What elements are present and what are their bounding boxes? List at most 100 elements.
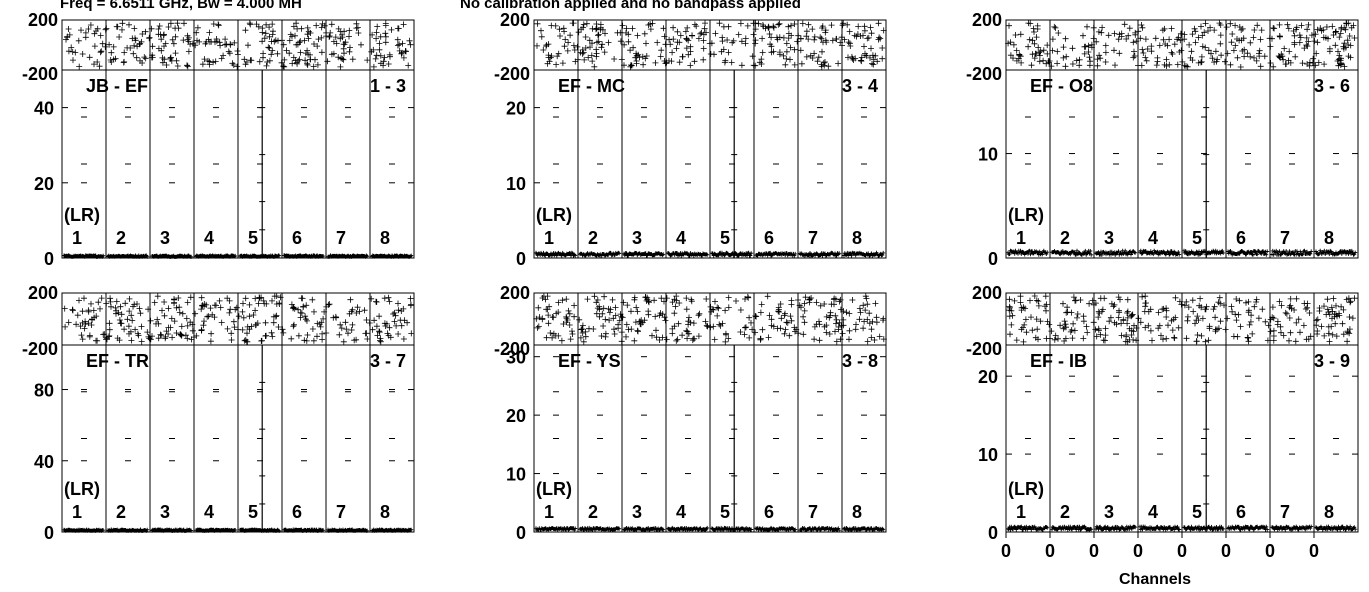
if-label: 3 bbox=[632, 228, 642, 248]
y-tick-label: 20 bbox=[506, 406, 526, 426]
if-label: 4 bbox=[1148, 502, 1158, 522]
phase-tick-label: 200 bbox=[972, 10, 1002, 30]
x-tick-label: 0 bbox=[1089, 541, 1099, 561]
if-label: 8 bbox=[380, 502, 390, 522]
amplitude-points bbox=[534, 250, 886, 258]
if-label: 4 bbox=[1148, 228, 1158, 248]
y-tick-label: 20 bbox=[506, 99, 526, 119]
phase-tick-label: -200 bbox=[966, 339, 1002, 359]
y-tick-label: 0 bbox=[516, 523, 526, 543]
amplitude-points bbox=[62, 527, 414, 533]
if-label: 8 bbox=[852, 502, 862, 522]
phase-points bbox=[61, 293, 415, 345]
polarization-label: (LR) bbox=[536, 205, 572, 225]
if-label: 5 bbox=[1192, 228, 1202, 248]
if-label: 6 bbox=[292, 502, 302, 522]
y-tick-label: 0 bbox=[516, 249, 526, 269]
amplitude-points bbox=[62, 253, 414, 259]
if-label: 7 bbox=[336, 502, 346, 522]
phase-tick-label: 200 bbox=[500, 10, 530, 30]
if-label: 5 bbox=[720, 502, 730, 522]
if-label: 2 bbox=[1060, 502, 1070, 522]
if-label: 2 bbox=[588, 502, 598, 522]
if-label: 8 bbox=[1324, 502, 1334, 522]
amplitude-points bbox=[1006, 248, 1358, 257]
antenna-pair-label: 3 - 6 bbox=[1314, 76, 1350, 96]
panel-jb-ef: 200 -200 0 20 40 JB - EF 1 - 3 (LR) 1 2 3 4 5 6 7 8 bbox=[22, 10, 415, 269]
x-tick-label: 0 bbox=[1309, 541, 1319, 561]
if-label: 2 bbox=[116, 502, 126, 522]
polarization-label: (LR) bbox=[1008, 479, 1044, 499]
y-tick-label: 40 bbox=[34, 99, 54, 119]
panel-ef-mc: 200 -200 0 10 20 EF - MC 3 - 4 (LR) 1 2 3 4 5 6 7 8 bbox=[494, 10, 887, 269]
panel-ef-o8: 200 -200 0 10 EF - O8 3 - 6 (LR) 1 2 3 4 5 6 7 8 bbox=[966, 10, 1359, 269]
if-label: 1 bbox=[72, 228, 82, 248]
y-tick-label: 10 bbox=[978, 445, 998, 465]
phase-tick-label: 200 bbox=[28, 283, 58, 303]
if-label: 4 bbox=[204, 228, 214, 248]
baseline-label: EF - MC bbox=[558, 76, 625, 96]
if-label: 6 bbox=[764, 502, 774, 522]
polarization-label: (LR) bbox=[536, 479, 572, 499]
phase-points bbox=[1005, 20, 1358, 70]
if-label: 3 bbox=[1104, 228, 1114, 248]
calibration-title: No calibration applied and no bandpass a… bbox=[460, 0, 801, 12]
phase-points bbox=[63, 20, 414, 70]
baseline-label: EF - YS bbox=[558, 351, 621, 371]
if-label: 5 bbox=[248, 228, 258, 248]
if-label: 7 bbox=[808, 228, 818, 248]
phase-tick-label: 200 bbox=[972, 283, 1002, 303]
x-axis-label: Channels bbox=[1119, 571, 1191, 588]
if-label: 6 bbox=[1236, 228, 1246, 248]
baseline-label: JB - EF bbox=[86, 76, 148, 96]
if-label: 6 bbox=[292, 228, 302, 248]
y-tick-label: 0 bbox=[44, 523, 54, 543]
if-label: 2 bbox=[116, 228, 126, 248]
phase-points bbox=[533, 293, 887, 345]
if-label: 5 bbox=[720, 228, 730, 248]
x-tick-label: 0 bbox=[1133, 541, 1143, 561]
baseline-label: EF - TR bbox=[86, 351, 149, 371]
antenna-pair-label: 1 - 3 bbox=[370, 76, 406, 96]
if-label: 6 bbox=[764, 228, 774, 248]
y-tick-label: 0 bbox=[988, 249, 998, 269]
polarization-label: (LR) bbox=[1008, 205, 1044, 225]
x-tick-label: 0 bbox=[1045, 541, 1055, 561]
x-tick-label: 0 bbox=[1001, 541, 1011, 561]
baseline-label: EF - O8 bbox=[1030, 76, 1093, 96]
y-tick-label: 10 bbox=[506, 465, 526, 485]
if-label: 7 bbox=[1280, 502, 1290, 522]
if-label: 7 bbox=[336, 228, 346, 248]
panel-ef-tr: 200 -200 0 40 80 EF - TR 3 - 7 (LR) 1 2 3 4 5 6 7 8 bbox=[22, 283, 415, 543]
y-tick-label: 40 bbox=[34, 452, 54, 472]
amplitude-points bbox=[534, 525, 886, 533]
if-label: 1 bbox=[544, 502, 554, 522]
if-label: 5 bbox=[248, 502, 258, 522]
y-tick-label: 10 bbox=[978, 145, 998, 165]
phase-tick-label: 200 bbox=[28, 10, 58, 30]
if-label: 2 bbox=[1060, 228, 1070, 248]
if-label: 1 bbox=[1016, 502, 1026, 522]
x-tick-label: 0 bbox=[1221, 541, 1231, 561]
y-tick-label: 20 bbox=[34, 174, 54, 194]
y-tick-label: 20 bbox=[978, 367, 998, 387]
polarization-label: (LR) bbox=[64, 205, 100, 225]
antenna-pair-label: 3 - 9 bbox=[1314, 351, 1350, 371]
if-label: 3 bbox=[160, 228, 170, 248]
polarization-label: (LR) bbox=[64, 479, 100, 499]
if-label: 4 bbox=[676, 228, 686, 248]
panel-ef-ys: 200 -200 0 10 20 30 EF - YS 3 - 8 (LR) 1 2 3 4 5 6 7 8 bbox=[494, 283, 887, 543]
if-label: 4 bbox=[204, 502, 214, 522]
antenna-pair-label: 3 - 4 bbox=[842, 76, 878, 96]
phase-points bbox=[534, 20, 887, 70]
if-label: 3 bbox=[1104, 502, 1114, 522]
phase-tick-label: -200 bbox=[22, 339, 58, 359]
phase-tick-label: -200 bbox=[22, 64, 58, 84]
y-tick-label: 30 bbox=[506, 348, 526, 368]
if-label: 3 bbox=[632, 502, 642, 522]
panel-ef-ib: 200 -200 0 10 20 EF - IB 3 - 9 (LR) 1 2 3 4 5 6 7 8 bbox=[966, 283, 1359, 543]
phase-tick-label: -200 bbox=[494, 339, 530, 359]
x-tick-label: 0 bbox=[1177, 541, 1187, 561]
